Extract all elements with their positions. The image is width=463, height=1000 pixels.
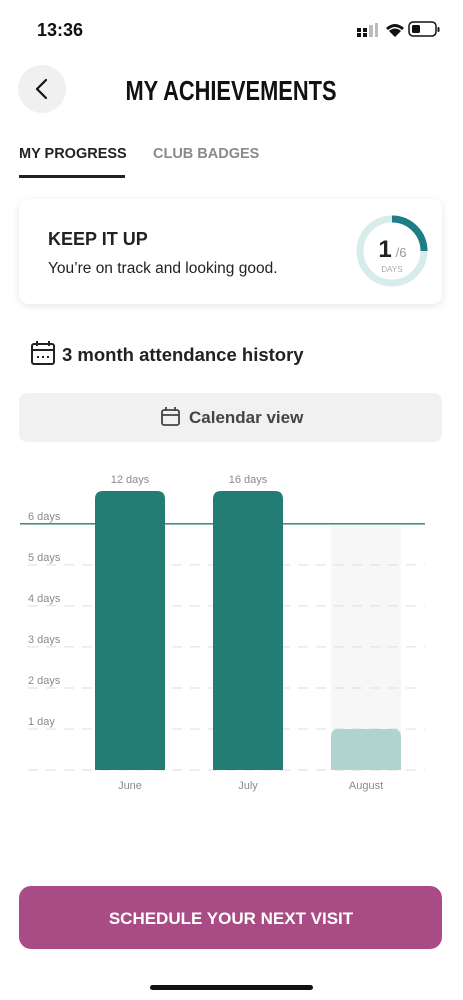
schedule-button[interactable] — [19, 886, 442, 949]
attendance-chart: 1 day 2 days 3 days 4 days 5 days 6 days June 1… — [20, 474, 425, 792]
bar — [331, 728, 401, 770]
value-label: 12 days — [111, 474, 150, 486]
tab-active[interactable]: MY PROGRESS — [19, 146, 127, 162]
x-tick-label: August — [349, 780, 383, 792]
x-tick-label: June — [118, 780, 142, 792]
y-tick-label: 3 days — [28, 634, 61, 646]
calendar-button-label: Calendar view — [189, 408, 304, 427]
progress-arc — [391, 215, 428, 252]
progress-total: /6 — [396, 245, 407, 260]
bar — [213, 491, 283, 770]
progress-unit: DAYS — [381, 265, 402, 274]
bar — [95, 491, 165, 770]
y-tick-label: 4 days — [28, 593, 61, 605]
card-title: KEEP IT UP — [48, 229, 148, 249]
x-tick-label: July — [238, 780, 258, 792]
back-icon — [35, 78, 48, 100]
status-icons — [357, 21, 440, 37]
y-tick-label: 6 days — [28, 511, 61, 523]
progress-card — [19, 199, 442, 304]
value-label: 16 days — [229, 474, 268, 486]
calendar-button-icon — [161, 407, 180, 426]
y-tick-label: 1 day — [28, 716, 55, 728]
home-indicator — [150, 985, 313, 990]
page-title: MY ACHIEVEMENTS — [125, 75, 336, 106]
status-time: 13:36 — [37, 20, 83, 40]
progress-current: 1 — [378, 236, 391, 263]
back-button[interactable] — [18, 65, 66, 113]
y-tick-label: 5 days — [28, 552, 61, 564]
tab[interactable]: CLUB BADGES — [153, 146, 260, 162]
card-subtitle: You’re on track and looking good. — [48, 260, 278, 277]
calendar-button[interactable] — [19, 393, 442, 442]
tab-underline — [19, 175, 125, 178]
calendar-icon — [31, 341, 55, 365]
schedule-button-label: SCHEDULE YOUR NEXT VISIT — [109, 909, 354, 928]
y-tick-label: 2 days — [28, 675, 61, 687]
section-title: 3 month attendance history — [62, 344, 304, 365]
